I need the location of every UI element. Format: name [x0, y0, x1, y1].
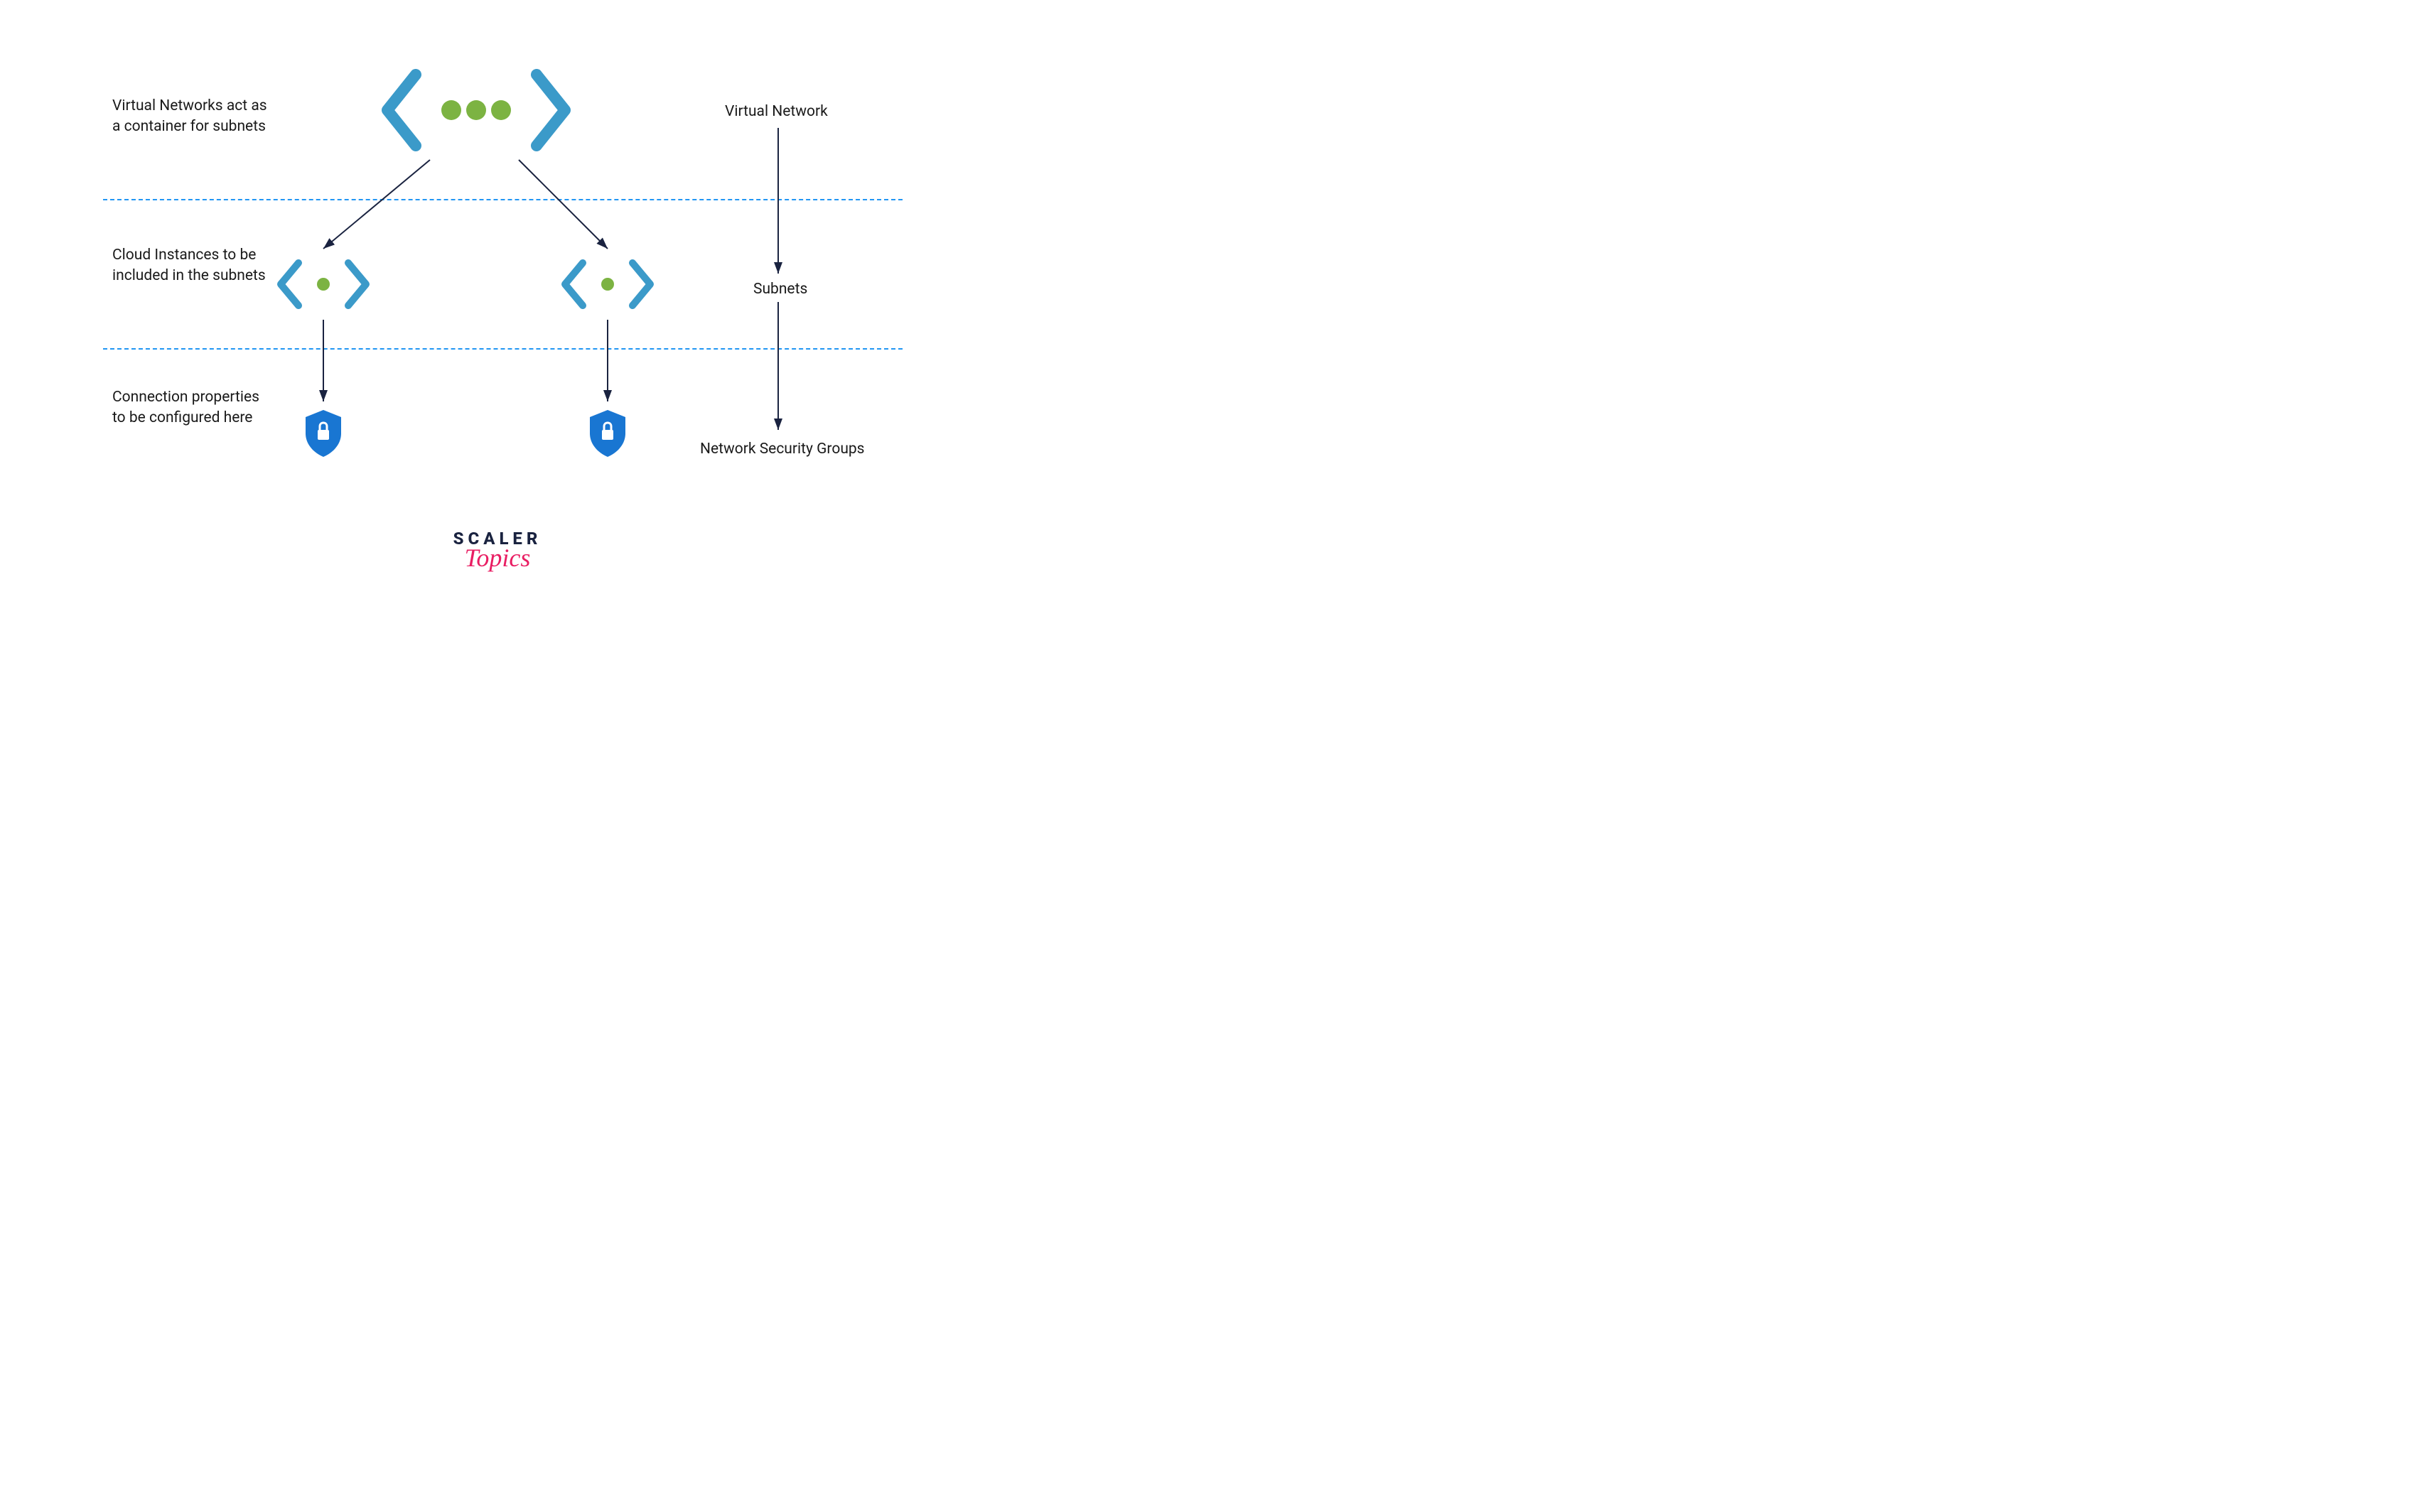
left-label-nsg: Connection properties to be configured h…	[112, 387, 276, 429]
divider-1	[103, 199, 903, 200]
diagram-container: Virtual Networks act as a container for …	[0, 0, 995, 622]
left-label-vnet: Virtual Networks act as a container for …	[112, 96, 276, 138]
left-label-subnets: Cloud Instances to be included in the su…	[112, 245, 276, 287]
divider-2	[103, 348, 903, 350]
brand-logo: SCALER Topics	[453, 529, 542, 573]
right-label-vnet: Virtual Network	[725, 103, 828, 120]
shield-icon-right	[586, 409, 629, 458]
subnet-icon-right	[558, 256, 657, 313]
shield-icon-left	[302, 409, 345, 458]
subnet-icon-left	[274, 256, 373, 313]
right-label-nsg: Network Security Groups	[700, 441, 865, 458]
brand-topics-text: Topics	[453, 543, 542, 573]
vnet-icon	[377, 68, 576, 153]
right-label-subnets: Subnets	[753, 281, 807, 298]
